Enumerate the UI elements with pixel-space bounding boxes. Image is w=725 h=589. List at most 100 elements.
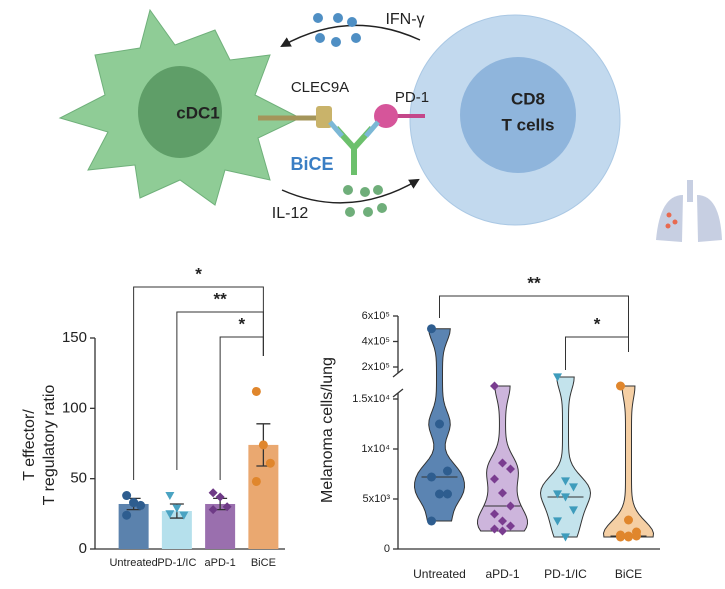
t-label: T cells	[502, 115, 555, 134]
x-tick-label: BiCE	[251, 557, 276, 569]
pd1-head	[374, 104, 398, 128]
ifn-dots	[313, 13, 361, 47]
data-point	[136, 500, 146, 510]
data-point	[624, 532, 633, 542]
data-point	[569, 483, 578, 492]
data-point	[435, 419, 444, 429]
data-point	[208, 505, 218, 515]
data-point	[251, 476, 261, 486]
data-point	[616, 532, 625, 542]
data-point	[561, 493, 570, 502]
y-tick-label: 100	[62, 399, 87, 416]
il12-dots	[343, 185, 387, 217]
data-point	[498, 458, 507, 468]
ifn-label: IFN-γ	[385, 11, 424, 28]
significance-bracket	[219, 336, 264, 480]
data-point	[165, 491, 175, 501]
bar	[205, 503, 236, 549]
data-point	[561, 477, 570, 486]
il12-label: IL-12	[272, 205, 309, 222]
significance-label: **	[527, 273, 541, 292]
y-tick-label: 4x10⁵	[362, 335, 390, 347]
x-tick-label: aPD-1	[485, 567, 519, 581]
diagram: cDC1 CD8 T cells IFN-γ IL-12 CLEC9A PD-1…	[58, 8, 722, 242]
data-point	[129, 498, 139, 508]
y-tick-label: 50	[70, 470, 87, 487]
data-point	[498, 526, 507, 536]
dc-label: cDC1	[176, 103, 219, 122]
data-point	[561, 533, 570, 542]
data-point	[122, 491, 132, 501]
data-point	[427, 472, 436, 482]
data-point	[208, 488, 218, 498]
data-point	[498, 488, 507, 498]
data-point	[506, 521, 515, 531]
y-tick-label: 1x10⁴	[361, 443, 390, 455]
data-point	[490, 474, 499, 484]
y-axis-label: T regulatory ratio	[41, 385, 58, 506]
y-tick-label: 150	[62, 329, 87, 346]
y-tick-label: 6x10⁵	[362, 310, 390, 322]
significance-bracket	[565, 336, 629, 370]
data-point	[122, 510, 132, 520]
axis-break	[392, 368, 404, 398]
data-point	[427, 324, 436, 334]
data-point	[624, 515, 633, 525]
bar	[118, 503, 149, 549]
y-tick-label: 0	[384, 543, 390, 555]
data-point	[553, 373, 562, 382]
arrow	[281, 178, 420, 204]
bar-chart: 0 50 100 150 T effector/T regulatory ratio Un…	[21, 264, 285, 569]
y-tick-label: 1.5x10⁴	[352, 393, 390, 405]
data-point	[498, 516, 507, 526]
data-point	[215, 492, 225, 502]
data-point	[569, 506, 578, 515]
y-tick-label: 5x10³	[362, 493, 390, 505]
data-point	[258, 440, 268, 450]
data-point	[165, 510, 175, 519]
data-point	[553, 517, 562, 526]
data-point	[490, 381, 499, 391]
y-tick-label: 0	[79, 540, 87, 557]
data-point	[443, 466, 452, 476]
significance-bracket	[176, 311, 264, 470]
clec-label: CLEC9A	[291, 79, 349, 96]
x-tick-label: aPD-1	[205, 557, 236, 569]
data-point	[172, 504, 182, 513]
y-axis-label: T effector/	[21, 409, 38, 481]
data-point	[427, 516, 436, 526]
data-point	[222, 502, 232, 512]
dc-nucleus	[138, 66, 222, 158]
bice-label: BiCE	[290, 154, 333, 174]
data-point	[490, 509, 499, 519]
data-point	[616, 381, 625, 391]
data-point	[265, 458, 275, 468]
violin-chart: 0 5x10³ 1x10⁴ 1.5x10⁴ 2x10⁵ 4x10⁵ 6x10⁵ Melanom…	[319, 273, 660, 581]
violin	[539, 376, 592, 538]
clec-head	[316, 106, 332, 128]
data-point	[506, 464, 515, 474]
data-point	[179, 511, 189, 520]
data-point	[553, 490, 562, 499]
significance-label: **	[214, 289, 228, 308]
significance-label: *	[195, 264, 202, 283]
pd1-label: PD-1	[395, 89, 429, 106]
x-tick-label: Untreated	[413, 567, 466, 581]
data-point	[251, 386, 261, 396]
lung-icon	[656, 180, 722, 242]
t-nucleus	[460, 57, 576, 173]
x-tick-label: Untreated	[109, 557, 157, 569]
data-point	[443, 489, 452, 499]
x-tick-label: BiCE	[615, 567, 642, 581]
y-axis-label: Melanoma cells/lung	[319, 357, 336, 503]
antibody-arm	[328, 120, 380, 138]
x-tick-label: PD-1/IC	[544, 567, 587, 581]
data-point	[632, 531, 641, 541]
violin	[602, 385, 655, 538]
data-point	[506, 501, 515, 511]
x-tick-label: PD-1/IC	[157, 557, 196, 569]
significance-label: *	[238, 314, 245, 333]
t-label: CD8	[511, 89, 545, 108]
significance-bracket	[439, 295, 629, 352]
